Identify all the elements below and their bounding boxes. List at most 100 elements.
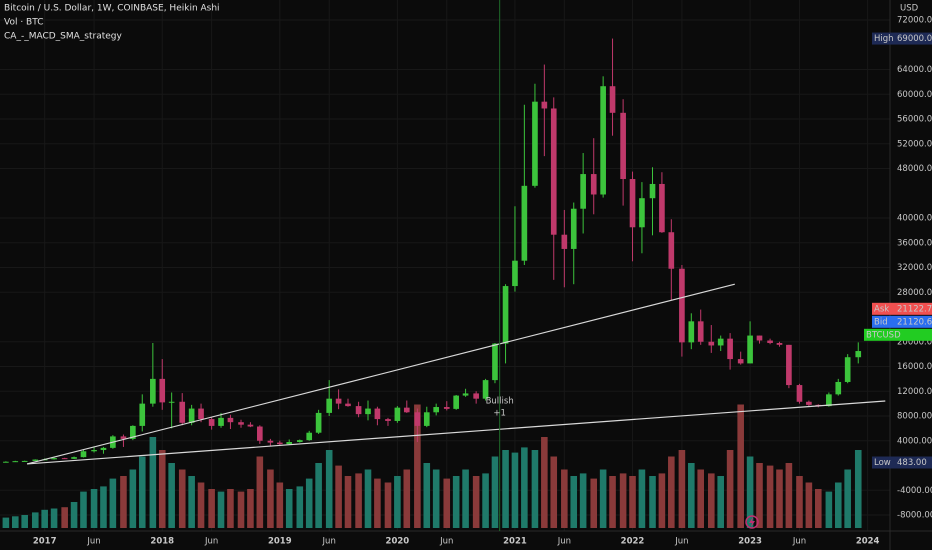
x-tick-label: 2019 [268,537,292,547]
volume-bar [854,450,862,528]
candle-body [238,422,244,425]
volume-bar [541,437,548,528]
volume-bar [482,473,489,528]
volume-bar [197,482,205,528]
candle-body [737,359,744,364]
volume-bar [550,456,558,528]
signal-label: +1 [493,409,506,419]
price-label-name: High [874,34,894,44]
candle-body [679,268,685,343]
volume-bar [472,476,480,528]
candle-body [550,108,557,235]
volume-bar [570,476,578,528]
price-label-box [891,456,932,469]
candle-body [257,426,263,441]
grid [0,0,890,531]
volume-bar [80,491,87,528]
candle-body [609,86,616,113]
candle-body [218,417,224,426]
y-tick-label: 40000.00 [897,214,932,224]
volume-bar [138,456,146,528]
replay-icon[interactable] [745,515,759,529]
y-tick-label: 60000.00 [897,90,932,100]
quote-name: Bid [874,317,888,327]
candle-body [168,401,175,403]
x-tick-label: 2022 [621,537,645,547]
volume-bar [296,486,304,528]
volume-bar [149,437,157,528]
candle-body [570,208,577,249]
candle-body [414,412,421,426]
candle-body [227,417,234,423]
volume-bar [521,447,528,528]
candle-body [541,101,548,109]
candle-body [355,406,362,415]
x-tick-label: Jun [322,537,336,547]
axis-unit: USD [900,4,919,14]
y-tick-label: 28000.00 [897,288,932,298]
candle-body [326,398,333,413]
candle-body [120,436,127,439]
volume-bar [825,491,833,528]
volume-bar [668,456,675,528]
y-tick-label: 56000.00 [897,115,932,125]
volume-bar [443,478,451,528]
candle-body [345,403,351,407]
x-tick-label: 2020 [386,537,410,547]
quote-box [891,315,932,328]
volume-bar [511,452,519,528]
candle-body [502,286,509,344]
y-tick-label: 36000.00 [897,238,932,248]
volume-bar [834,482,842,528]
volume-bar [491,456,499,528]
candle-body [443,407,450,409]
candle-body [639,198,645,228]
price-label-box [891,32,932,45]
volume-bar [61,507,68,528]
x-tick-label: 2017 [33,537,57,547]
volume-bar [11,516,19,528]
x-tick-label: Jun [86,537,100,547]
y-tick-label: 52000.00 [897,139,932,149]
candle-body [365,408,371,415]
quote-name: Ask [874,304,889,314]
volume-bar [432,469,440,528]
volume-bar [335,465,342,528]
volume-bar [462,469,469,528]
candle-body [12,461,19,463]
candle-body [697,321,704,342]
last-price: BTCUSD [864,328,932,341]
candle-body [247,424,254,427]
volume-bar [364,469,372,528]
volume-bar [208,489,215,528]
volume-bar [237,491,245,528]
candle-body [51,458,57,460]
volume-bar [708,473,715,528]
candle-body [462,393,469,396]
candle-body [150,378,156,404]
candle-body [3,461,9,463]
price-label-name: Low [874,458,891,468]
signal-label: Bullish [486,397,514,407]
candle-body [80,451,87,458]
volume-bar [531,450,539,528]
volume-pane [2,404,862,528]
candle-body [267,440,274,443]
volume-bar [814,489,822,528]
candle-body [668,232,675,269]
quote-tag [872,315,891,328]
y-tick-label: -4000.00 [897,486,932,496]
volume-bar [217,491,225,528]
candle-body [296,440,303,442]
candle-body [315,412,322,433]
volume-bar [649,476,656,528]
volume-bar [619,473,627,528]
volume-bar [90,489,98,528]
candle-body [91,450,97,452]
price-label-value: 69000.00 [897,34,932,44]
candle-body [179,401,186,423]
volume-bar [766,465,774,528]
volume-bar [423,463,431,528]
volume-bar [599,469,607,528]
